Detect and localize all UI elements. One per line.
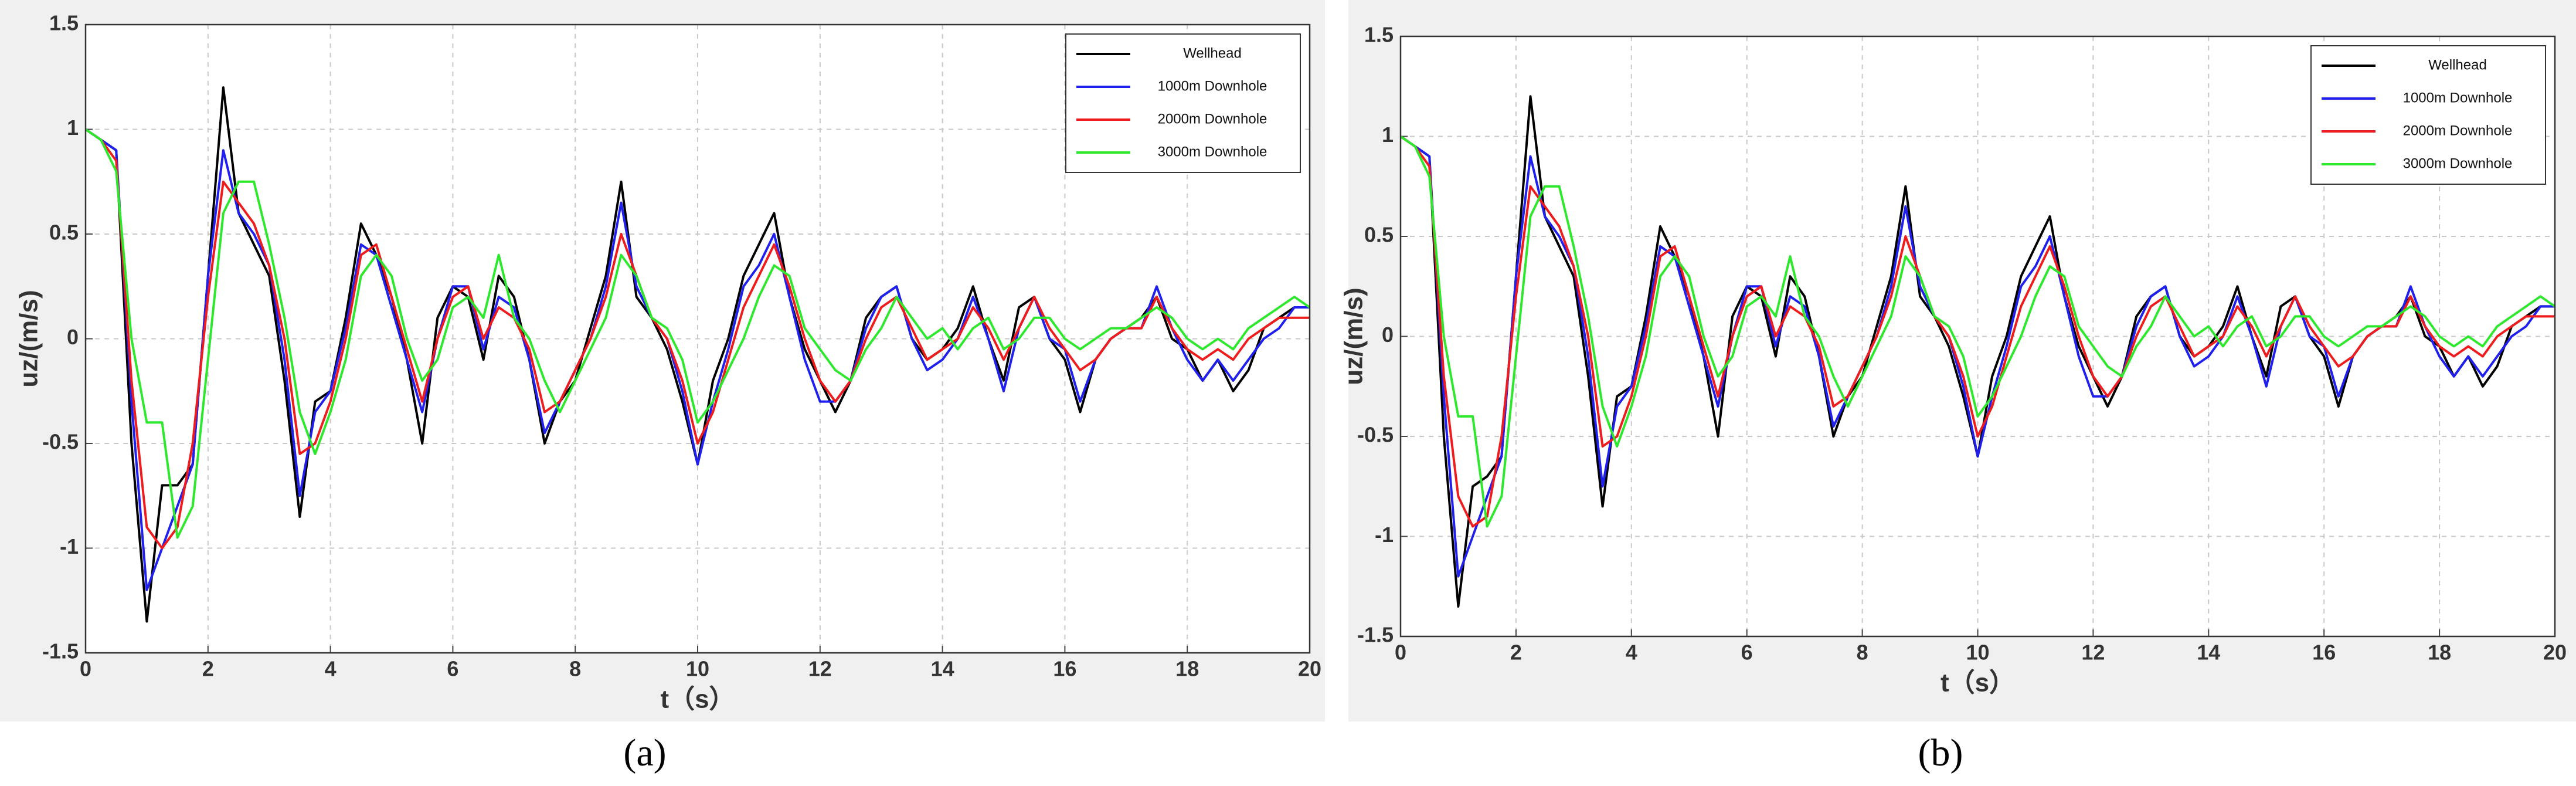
y-tick-label: 0.5 xyxy=(49,221,79,245)
y-tick-label: -1 xyxy=(60,534,79,558)
x-axis-label: t（s） xyxy=(1941,669,2015,697)
x-tick-label: 12 xyxy=(2081,641,2105,665)
y-tick-label: -1.5 xyxy=(42,639,79,663)
x-tick-label: 0 xyxy=(1395,641,1406,665)
y-tick-label: -1 xyxy=(1375,523,1394,547)
caption: (a) xyxy=(623,731,666,774)
x-tick-label: 10 xyxy=(1966,641,1989,665)
x-tick-label: 16 xyxy=(2312,641,2336,665)
x-tick-label: 18 xyxy=(2428,641,2451,665)
x-tick-label: 20 xyxy=(2543,641,2567,665)
y-tick-label: -0.5 xyxy=(42,430,79,454)
x-tick-label: 8 xyxy=(569,657,581,681)
y-axis-label: uz/(m/s) xyxy=(15,290,43,387)
legend-label: 1000m Downhole xyxy=(1158,78,1267,94)
legend-label: 2000m Downhole xyxy=(1158,111,1267,127)
legend-box xyxy=(1065,33,1301,173)
x-tick-label: 12 xyxy=(808,657,832,681)
x-tick-label: 14 xyxy=(2197,641,2220,665)
y-tick-label: 1 xyxy=(67,116,79,140)
caption: (b) xyxy=(1918,731,1963,774)
axes-frame xyxy=(84,23,1311,654)
x-tick-label: 16 xyxy=(1053,657,1076,681)
series-line xyxy=(84,128,1311,539)
legend-label: Wellhead xyxy=(1183,45,1242,61)
x-tick-label: 2 xyxy=(202,657,214,681)
series-line xyxy=(84,128,1310,550)
legend-box xyxy=(2310,45,2546,185)
x-tick-label: 20 xyxy=(1298,657,1321,681)
y-tick-label: -0.5 xyxy=(1357,423,1394,447)
x-tick-label: 4 xyxy=(325,657,337,681)
x-tick-label: 18 xyxy=(1175,657,1199,681)
x-tick-label: 4 xyxy=(1626,641,1637,665)
y-tick-label: 1 xyxy=(1382,123,1394,147)
y-tick-label: 1.5 xyxy=(49,11,79,35)
x-tick-label: 14 xyxy=(931,657,954,681)
legend-label: 3000m Downhole xyxy=(2403,155,2513,171)
x-tick-label: 10 xyxy=(686,657,709,681)
x-tick-label: 0 xyxy=(80,657,91,681)
x-tick-label: 6 xyxy=(447,657,458,681)
legend-label: 2000m Downhole xyxy=(2403,123,2513,138)
y-tick-label: 1.5 xyxy=(1364,23,1394,47)
x-axis-label: t（s） xyxy=(660,685,735,714)
legend-label: 3000m Downhole xyxy=(1158,144,1267,160)
legend-label: 1000m Downhole xyxy=(2403,90,2513,106)
y-tick-label: 0 xyxy=(1382,323,1394,347)
y-axis-label: uz/(m/s) xyxy=(1340,287,1368,385)
series-line xyxy=(1399,135,2555,528)
axes-frame xyxy=(1399,35,2556,638)
y-tick-label: 0 xyxy=(67,325,79,349)
x-tick-label: 2 xyxy=(1510,641,1522,665)
legend-label: Wellhead xyxy=(2428,57,2487,73)
x-tick-label: 6 xyxy=(1741,641,1753,665)
x-tick-label: 8 xyxy=(1857,641,1868,665)
series-line xyxy=(1399,135,2556,528)
y-tick-label: -1.5 xyxy=(1357,623,1394,647)
y-tick-label: 0.5 xyxy=(1364,223,1394,247)
